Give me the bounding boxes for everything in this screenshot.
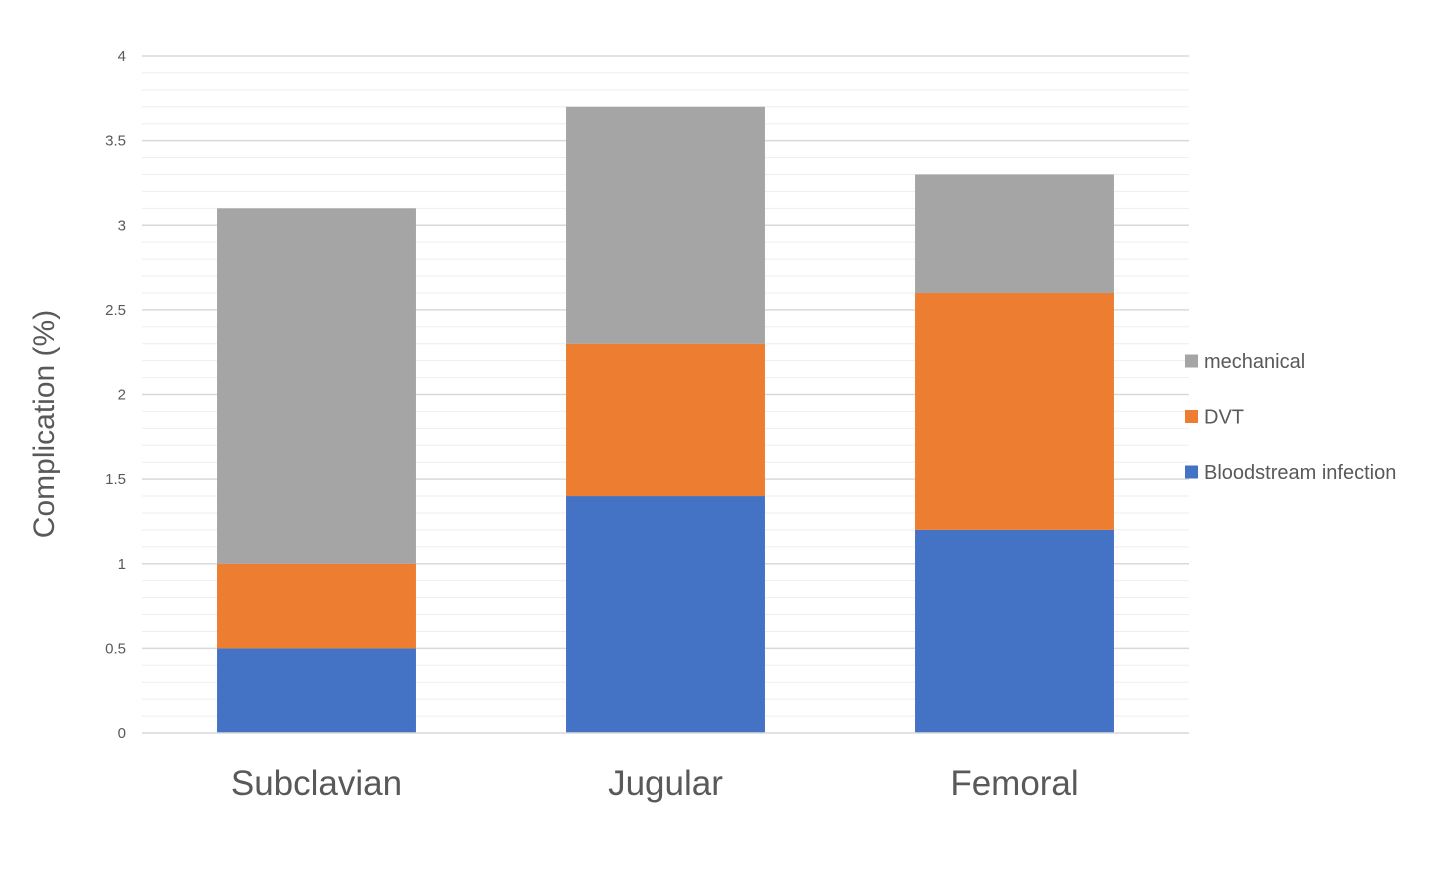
bar-mechanical-jugular xyxy=(566,106,765,344)
x-category-label: Jugular xyxy=(608,764,723,803)
legend-item-bloodstream-infection[interactable]: Bloodstream infection xyxy=(1185,462,1396,484)
legend-swatch xyxy=(1185,410,1198,423)
y-tick-label: 3 xyxy=(118,217,126,234)
y-tick-label: 4 xyxy=(118,48,126,65)
y-tick-label: 3.5 xyxy=(105,133,126,150)
bar-bloodstream-infection-subclavian xyxy=(217,648,416,733)
legend-label: Bloodstream infection xyxy=(1204,462,1396,484)
bar-bloodstream-infection-femoral xyxy=(915,529,1114,733)
x-category-label: Subclavian xyxy=(231,764,402,803)
legend-label: DVT xyxy=(1204,407,1244,429)
bar-bloodstream-infection-jugular xyxy=(566,496,765,733)
y-tick-label: 2 xyxy=(118,387,126,404)
bar-dvt-subclavian xyxy=(217,563,416,649)
legend-swatch xyxy=(1185,465,1198,479)
y-tick-label: 0 xyxy=(118,725,126,742)
bar-mechanical-femoral xyxy=(915,174,1114,293)
y-tick-label: 1 xyxy=(118,556,126,573)
y-tick-label: 2.5 xyxy=(105,302,126,319)
legend-label: mechanical xyxy=(1204,351,1305,373)
legend-swatch xyxy=(1185,354,1198,368)
bars xyxy=(217,106,1114,733)
y-axis-ticks: 0 0.5 1 1.5 2 2.5 3 3.5 4 xyxy=(105,48,126,742)
bar-dvt-femoral xyxy=(915,292,1114,530)
bar-dvt-jugular xyxy=(566,343,765,497)
x-axis-categories: Subclavian Jugular Femoral xyxy=(231,764,1079,803)
y-tick-label: 1.5 xyxy=(105,471,126,488)
legend-item-mechanical[interactable]: mechanical xyxy=(1185,351,1305,373)
bar-mechanical-subclavian xyxy=(217,208,416,564)
y-tick-label: 0.5 xyxy=(105,640,126,657)
legend-item-dvt[interactable]: DVT xyxy=(1185,407,1244,429)
x-category-label: Femoral xyxy=(950,764,1078,803)
y-axis-title: Complication (%) xyxy=(28,310,61,538)
legend[interactable]: mechanical DVT Bloodstream infection xyxy=(1185,351,1396,484)
